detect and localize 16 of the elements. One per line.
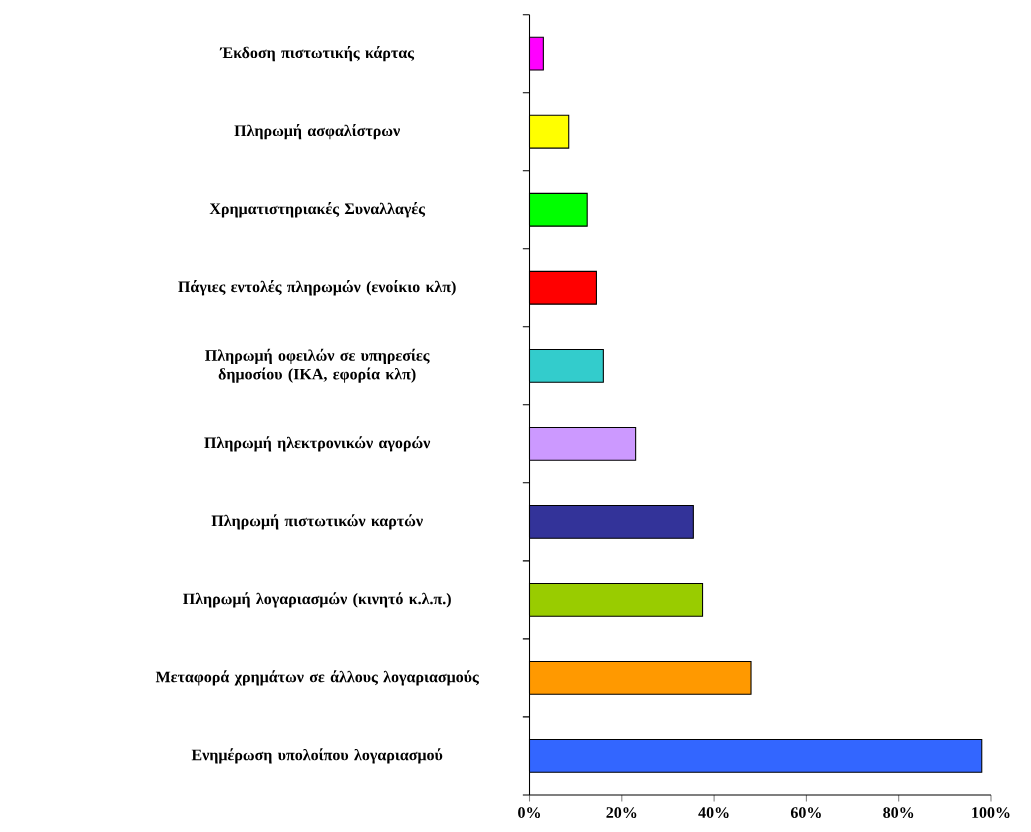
y-tick-label: Πληρωμή πιστωτικών καρτών [211,514,423,530]
y-tick-label: Έκδοση πιστωτικής κάρτας [219,45,415,62]
y-tick-label: Πληρωμή λογαριασμών (κινητό κ.λ.π.) [183,592,451,608]
y-tick-label: Πληρωμή ασφαλίστρων [234,123,400,140]
y-tick-label: Πάγιες εντολές πληρωμών (ενοίκιο κλπ) [178,279,456,296]
x-tick-label: 100% [972,807,1010,818]
y-tick-label: Χρηματιστηριακές Συναλλαγές [209,201,426,218]
x-tick-label: 60% [790,807,821,818]
y-tick-label: Πληρωμή ηλεκτρονικών αγορών [204,436,431,452]
y-tick-label: Μεταφορά χρημάτων σε άλλους λογαριασμούς [155,670,479,686]
x-tick-label: 0% [518,807,540,818]
x-tick-label: 20% [606,807,637,818]
x-tick-label: 80% [883,807,914,818]
x-tick-label: 40% [698,807,729,818]
y-tick-label: Ενημέρωση υπολοίπου λογαριασμού [191,748,443,764]
y-tick-label: Πληρωμή οφειλών σε υπηρεσίες δημοσίου (ΙΚΑ, εφορία κλπ) [205,348,430,383]
